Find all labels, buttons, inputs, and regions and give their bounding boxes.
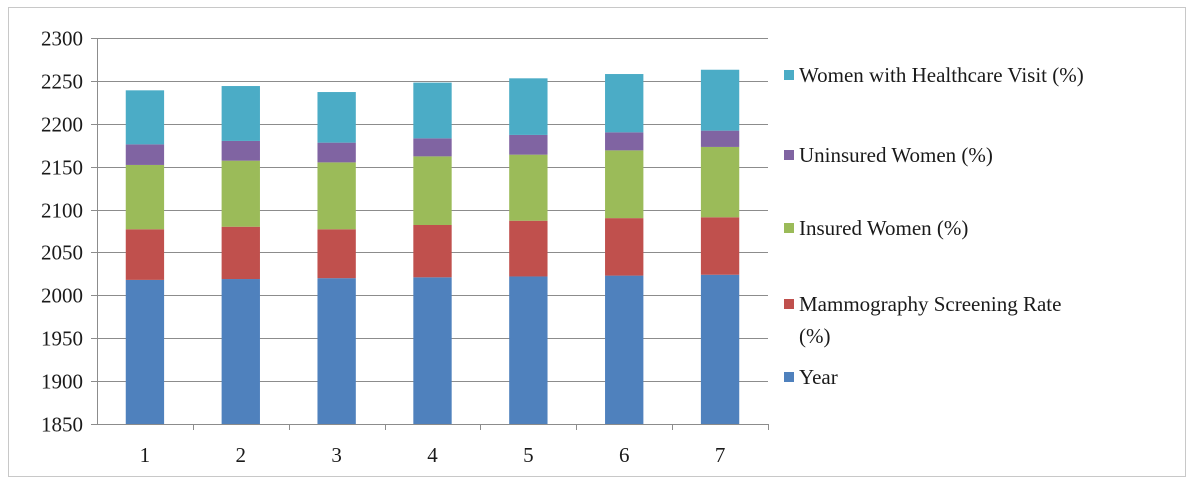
bar-segment bbox=[125, 144, 165, 165]
legend-item: Mammography Screening Rate (%) bbox=[784, 292, 1061, 348]
bar-segment bbox=[413, 156, 452, 225]
y-tick-label: 2150 bbox=[41, 156, 83, 180]
legend-swatch bbox=[784, 223, 794, 233]
bar-segment bbox=[317, 229, 356, 279]
axes: 1850 1900 1950 2000 2050 2100 2150 2200 2250 2300… bbox=[41, 27, 769, 467]
bar-segment bbox=[221, 86, 260, 141]
legend-swatch bbox=[784, 150, 794, 160]
bar-segment bbox=[509, 154, 548, 221]
legend-label: Insured Women (%) bbox=[799, 216, 968, 240]
bar-segment bbox=[125, 164, 165, 230]
bar-segment bbox=[605, 150, 644, 219]
y-tick-label: 1950 bbox=[41, 327, 83, 351]
legend-item: Insured Women (%) bbox=[784, 216, 968, 240]
bar-stacks bbox=[125, 69, 740, 424]
x-tick-label: 6 bbox=[619, 443, 630, 467]
bar-segment bbox=[605, 275, 644, 424]
bar-segment bbox=[413, 224, 452, 278]
bar-segment bbox=[509, 78, 548, 135]
bar-stack bbox=[221, 86, 260, 424]
bar-stack bbox=[125, 90, 165, 424]
bar-segment bbox=[605, 74, 644, 133]
bar-segment bbox=[700, 217, 740, 275]
bar-segment bbox=[700, 274, 740, 424]
y-tick-label: 2050 bbox=[41, 241, 83, 265]
bar-segment bbox=[605, 218, 644, 276]
bar-segment bbox=[700, 146, 740, 218]
bar-segment bbox=[221, 140, 260, 161]
bar-stack bbox=[413, 82, 452, 424]
bar-stack bbox=[317, 92, 356, 424]
legend: Women with Healthcare Visit (%) Uninsured… bbox=[784, 63, 1084, 389]
legend-item: Uninsured Women (%) bbox=[784, 143, 993, 167]
bar-segment bbox=[317, 92, 356, 143]
bar-segment bbox=[605, 132, 644, 151]
chart-frame: 1850 1900 1950 2000 2050 2100 2150 2200 2250 2300… bbox=[8, 7, 1186, 477]
bar-segment bbox=[413, 138, 452, 157]
legend-label: Uninsured Women (%) bbox=[799, 143, 993, 167]
y-tick-label: 2000 bbox=[41, 284, 83, 308]
x-tick-label: 3 bbox=[331, 443, 342, 467]
x-tick-label: 2 bbox=[236, 443, 247, 467]
y-tick-label: 2100 bbox=[41, 199, 83, 223]
stacked-bar-chart: 1850 1900 1950 2000 2050 2100 2150 2200 2250 2300… bbox=[41, 27, 1084, 468]
legend-label: Year bbox=[799, 365, 838, 389]
y-tick-label: 2300 bbox=[41, 27, 83, 51]
legend-item: Year bbox=[784, 365, 838, 389]
legend-item: Women with Healthcare Visit (%) bbox=[784, 63, 1084, 87]
bar-segment bbox=[509, 220, 548, 277]
bar-segment bbox=[509, 276, 548, 424]
bar-segment bbox=[125, 229, 165, 280]
legend-label: Women with Healthcare Visit (%) bbox=[799, 63, 1084, 87]
x-tick-label: 7 bbox=[715, 443, 726, 467]
bar-segment bbox=[413, 82, 452, 139]
bar-segment bbox=[221, 279, 260, 424]
legend-swatch bbox=[784, 299, 794, 309]
bar-segment bbox=[125, 279, 165, 424]
bar-segment bbox=[700, 130, 740, 147]
y-tick-label: 1850 bbox=[41, 413, 83, 437]
legend-label: Mammography Screening Rate (%) bbox=[799, 292, 1061, 348]
bar-stack bbox=[509, 78, 548, 424]
bar-segment bbox=[221, 160, 260, 227]
y-tick-label: 2250 bbox=[41, 70, 83, 94]
bar-segment bbox=[317, 162, 356, 230]
x-tick-label: 4 bbox=[427, 443, 438, 467]
bar-segment bbox=[317, 278, 356, 424]
legend-swatch bbox=[784, 372, 794, 382]
bar-segment bbox=[221, 226, 260, 280]
y-tick-label: 1900 bbox=[41, 370, 83, 394]
bar-segment bbox=[125, 90, 165, 145]
y-tick-label: 2200 bbox=[41, 113, 83, 137]
bar-stack bbox=[700, 69, 740, 424]
legend-swatch bbox=[784, 70, 794, 80]
x-tick-label: 5 bbox=[523, 443, 534, 467]
bar-segment bbox=[413, 277, 452, 424]
bar-segment bbox=[700, 69, 740, 131]
bar-segment bbox=[317, 142, 356, 163]
bar-stack bbox=[605, 74, 644, 424]
x-tick-label: 1 bbox=[140, 443, 151, 467]
bar-segment bbox=[509, 134, 548, 155]
